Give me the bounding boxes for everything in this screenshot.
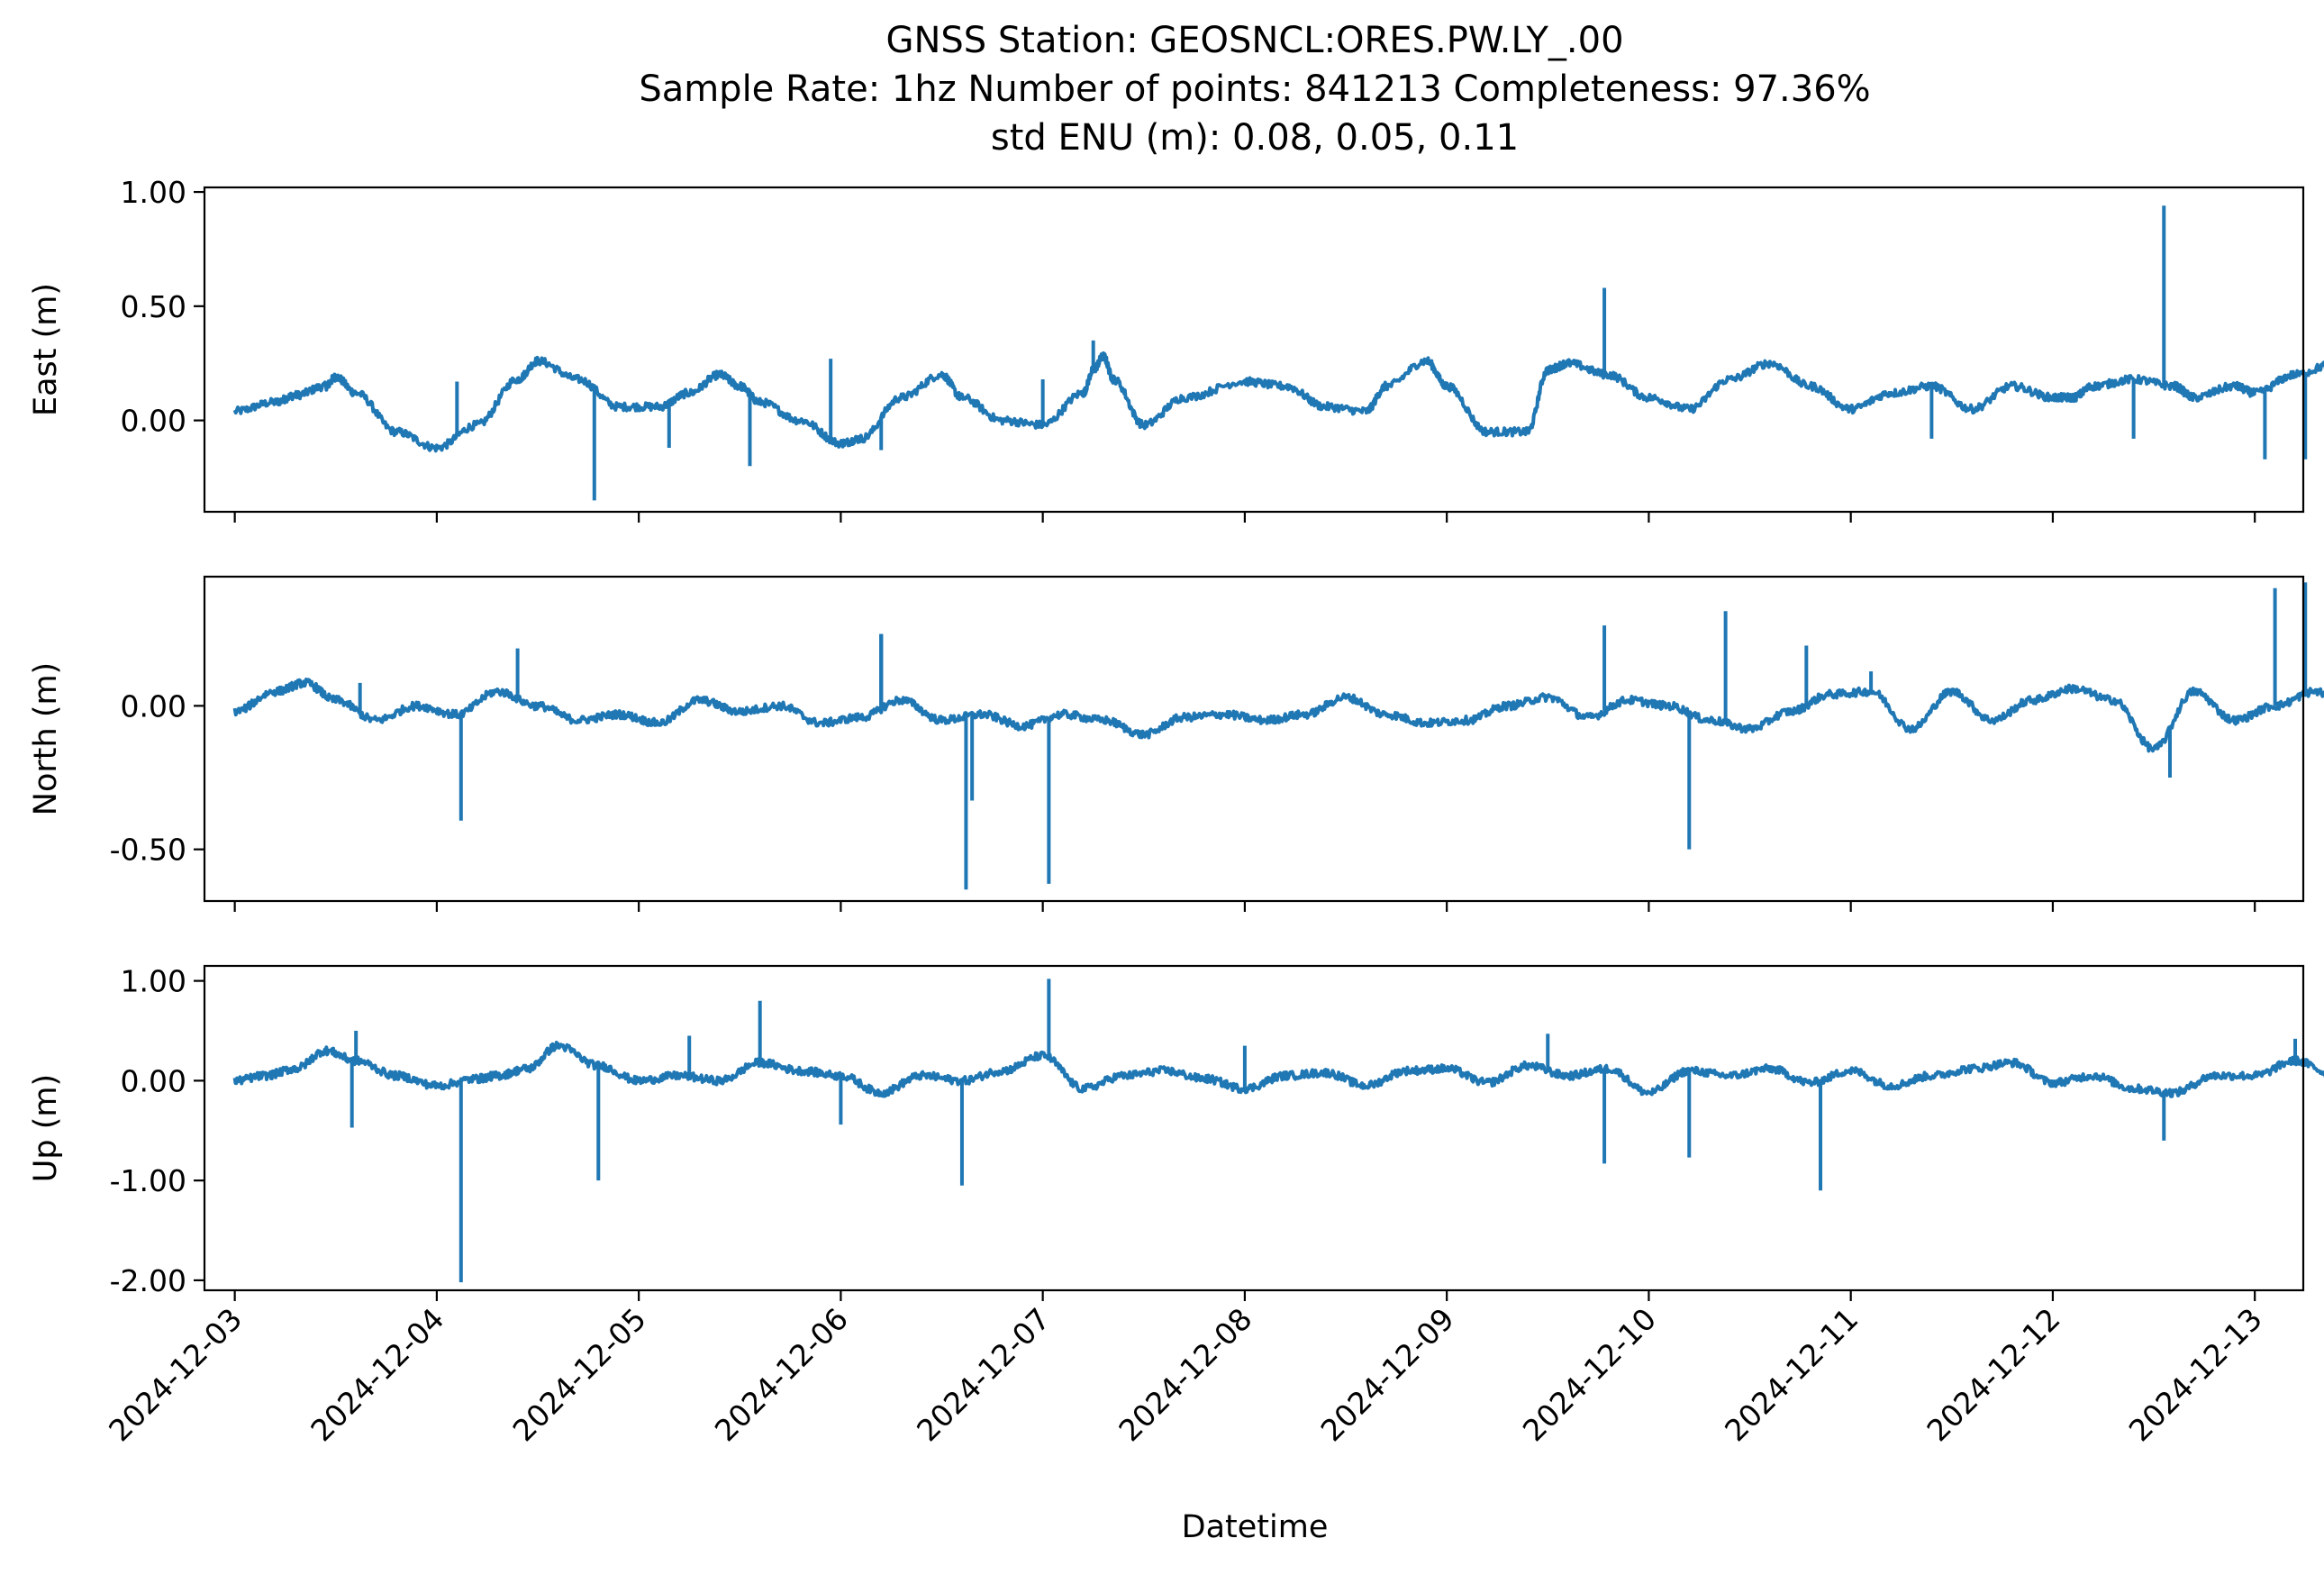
ytick-label-east-0: 0.00 [121, 404, 186, 439]
figure-title-line-3: std ENU (m): 0.08, 0.05, 0.11 [991, 117, 1519, 159]
ytick-label-east-2: 1.00 [121, 175, 186, 210]
axes-frame-east [203, 186, 2305, 514]
panel-north: -0.50 0.00 North (m) [28, 575, 2324, 912]
series-line-up [232, 1041, 2324, 1098]
x-axis-label: Datetime [1182, 1509, 1329, 1545]
axes-frame-up [203, 964, 2305, 1292]
ytick-label-up-0: -2.00 [110, 1263, 186, 1298]
y-axis-label-up: Up (m) [28, 1074, 64, 1182]
ytick-label-east-1: 0.50 [121, 289, 186, 324]
ytick-label-up-3: 1.00 [121, 964, 186, 999]
ytick-label-up-2: 0.00 [121, 1063, 186, 1098]
ytick-label-north-1: 0.00 [121, 688, 186, 724]
y-axis-label-east: East (m) [28, 283, 64, 416]
figure-title-line-2: Sample Rate: 1hz Number of points: 84121… [639, 68, 1870, 110]
figure-title-line-1: GNSS Station: GEOSNCL:ORES.PW.LY_.00 [885, 20, 1623, 61]
ytick-label-north-0: -0.50 [110, 833, 186, 868]
y-axis-label-north: North (m) [28, 662, 64, 815]
series-line-east [232, 351, 2324, 453]
axes-frame-north [203, 575, 2305, 903]
ytick-label-up-1: -1.00 [110, 1163, 186, 1198]
series-line-north [232, 678, 2324, 753]
panel-east: 0.00 0.50 1.00 East (m) [28, 175, 2324, 523]
